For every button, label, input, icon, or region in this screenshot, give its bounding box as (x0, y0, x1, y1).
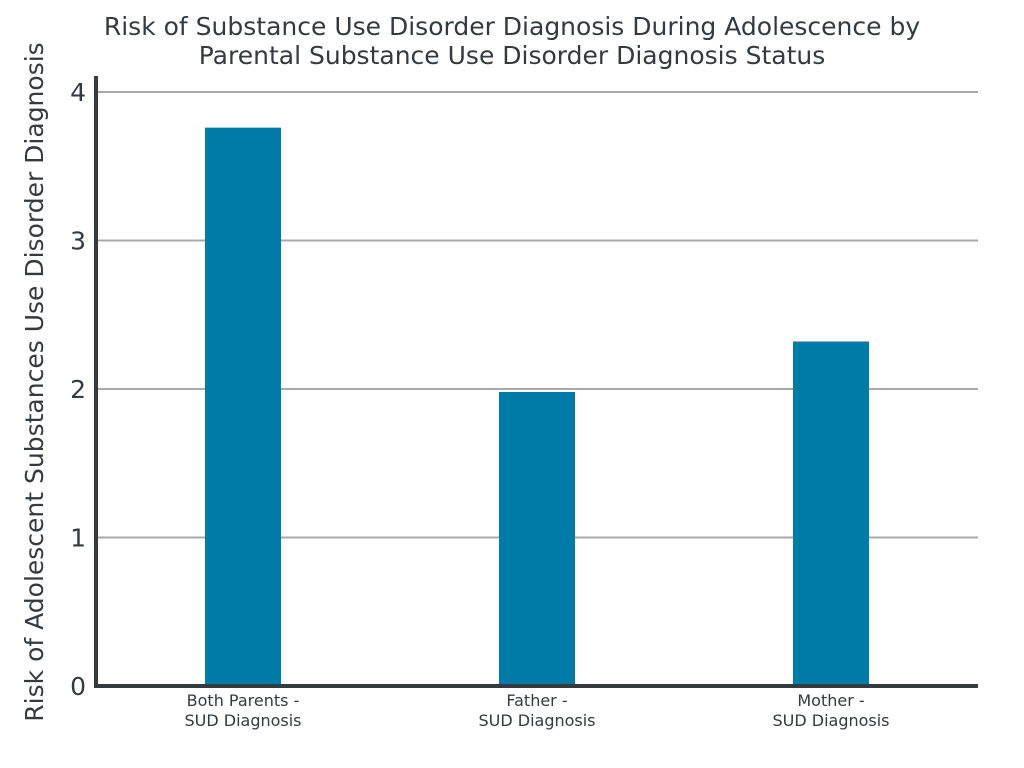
x-tick-label: SUD Diagnosis (184, 711, 301, 730)
x-tick-label: Both Parents - (187, 691, 300, 710)
axes (94, 76, 978, 688)
y-tick-label: 3 (70, 227, 86, 256)
chart-title-line-1: Risk of Substance Use Disorder Diagnosis… (104, 12, 920, 41)
x-tick-label: SUD Diagnosis (478, 711, 595, 730)
bar (793, 341, 869, 686)
x-tick-label: Father - (506, 691, 567, 710)
y-tick-label: 0 (70, 672, 86, 701)
chart-title-line-2: Parental Substance Use Disorder Diagnosi… (199, 41, 826, 70)
bar (499, 391, 575, 686)
bar (205, 127, 281, 686)
y-axis-label: Risk of Adolescent Substances Use Disord… (20, 42, 49, 721)
x-tick-label: Mother - (797, 691, 864, 710)
y-tick-labels: 0 1 2 3 4 (70, 78, 86, 701)
y-tick-label: 2 (70, 375, 86, 404)
bars (205, 127, 869, 686)
y-tick-label: 1 (70, 524, 86, 553)
x-tick-label: SUD Diagnosis (772, 711, 889, 730)
y-tick-label: 4 (70, 78, 86, 107)
